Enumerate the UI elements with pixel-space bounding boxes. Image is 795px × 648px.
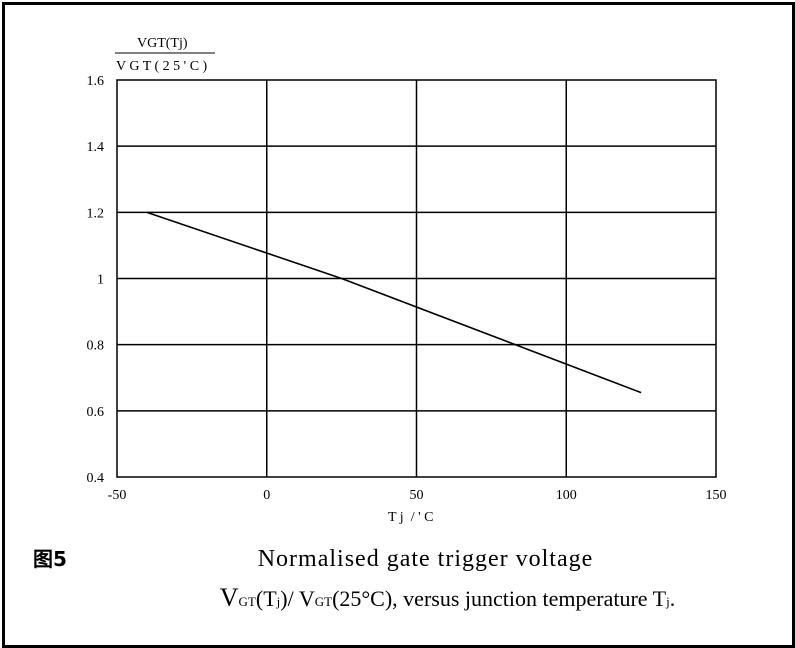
chart-series bbox=[146, 211, 642, 394]
caption-gt-subscript: GT bbox=[238, 594, 256, 609]
caption-v: V bbox=[219, 583, 239, 612]
y-tick-label: 0.6 bbox=[87, 405, 105, 420]
chart-title: Normalised gate trigger voltage bbox=[257, 546, 594, 572]
y-axis-label-denominator: V G T ( 2 5 ' C ) bbox=[116, 59, 208, 74]
caption-part-d: . bbox=[669, 586, 676, 611]
y-axis-label-numerator: VGT(Tj) bbox=[137, 36, 188, 51]
y-tick-label: 1.6 bbox=[87, 74, 105, 89]
x-tick-label: 100 bbox=[556, 488, 577, 503]
chart: 0.4 0.6 0.8 1 1.2 1.4 1.6 -50 0 50 100 150 VGT(Tj)… bbox=[87, 36, 727, 525]
caption-part-c: (25°C), versus junction temperature T bbox=[332, 586, 667, 611]
caption-gt-subscript-2: GT bbox=[314, 594, 333, 609]
x-axis-label: T j / ' C bbox=[388, 510, 433, 525]
caption-j-subscript: j bbox=[276, 594, 281, 609]
y-tick-label: 1 bbox=[97, 273, 104, 288]
chart-subtitle: VGT(Tj)/ VGT(25°C), versus junction temp… bbox=[50, 583, 795, 613]
y-tick-label: 1.4 bbox=[87, 140, 105, 155]
x-tick-labels: -50 0 50 100 150 bbox=[108, 488, 727, 503]
figure-label: 图5 bbox=[33, 547, 67, 571]
y-tick-label: 0.8 bbox=[87, 339, 105, 354]
x-tick-label: 150 bbox=[706, 488, 727, 503]
caption-j-subscript-2: j bbox=[666, 594, 670, 609]
caption-part-b: )/ V bbox=[280, 586, 315, 611]
chart-grid bbox=[116, 79, 717, 478]
series-line bbox=[146, 211, 642, 394]
y-tick-label: 0.4 bbox=[87, 471, 105, 486]
x-tick-label: -50 bbox=[108, 488, 127, 503]
y-tick-labels: 0.4 0.6 0.8 1 1.2 1.4 1.6 bbox=[87, 74, 105, 486]
y-tick-label: 1.2 bbox=[87, 206, 105, 221]
x-tick-label: 0 bbox=[263, 488, 270, 503]
caption-part-a: (T bbox=[255, 586, 277, 611]
x-tick-label: 50 bbox=[410, 488, 424, 503]
